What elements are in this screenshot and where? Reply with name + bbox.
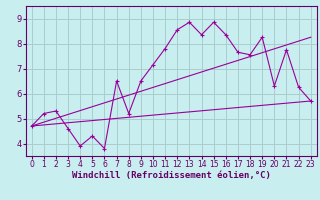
X-axis label: Windchill (Refroidissement éolien,°C): Windchill (Refroidissement éolien,°C) [72,171,271,180]
